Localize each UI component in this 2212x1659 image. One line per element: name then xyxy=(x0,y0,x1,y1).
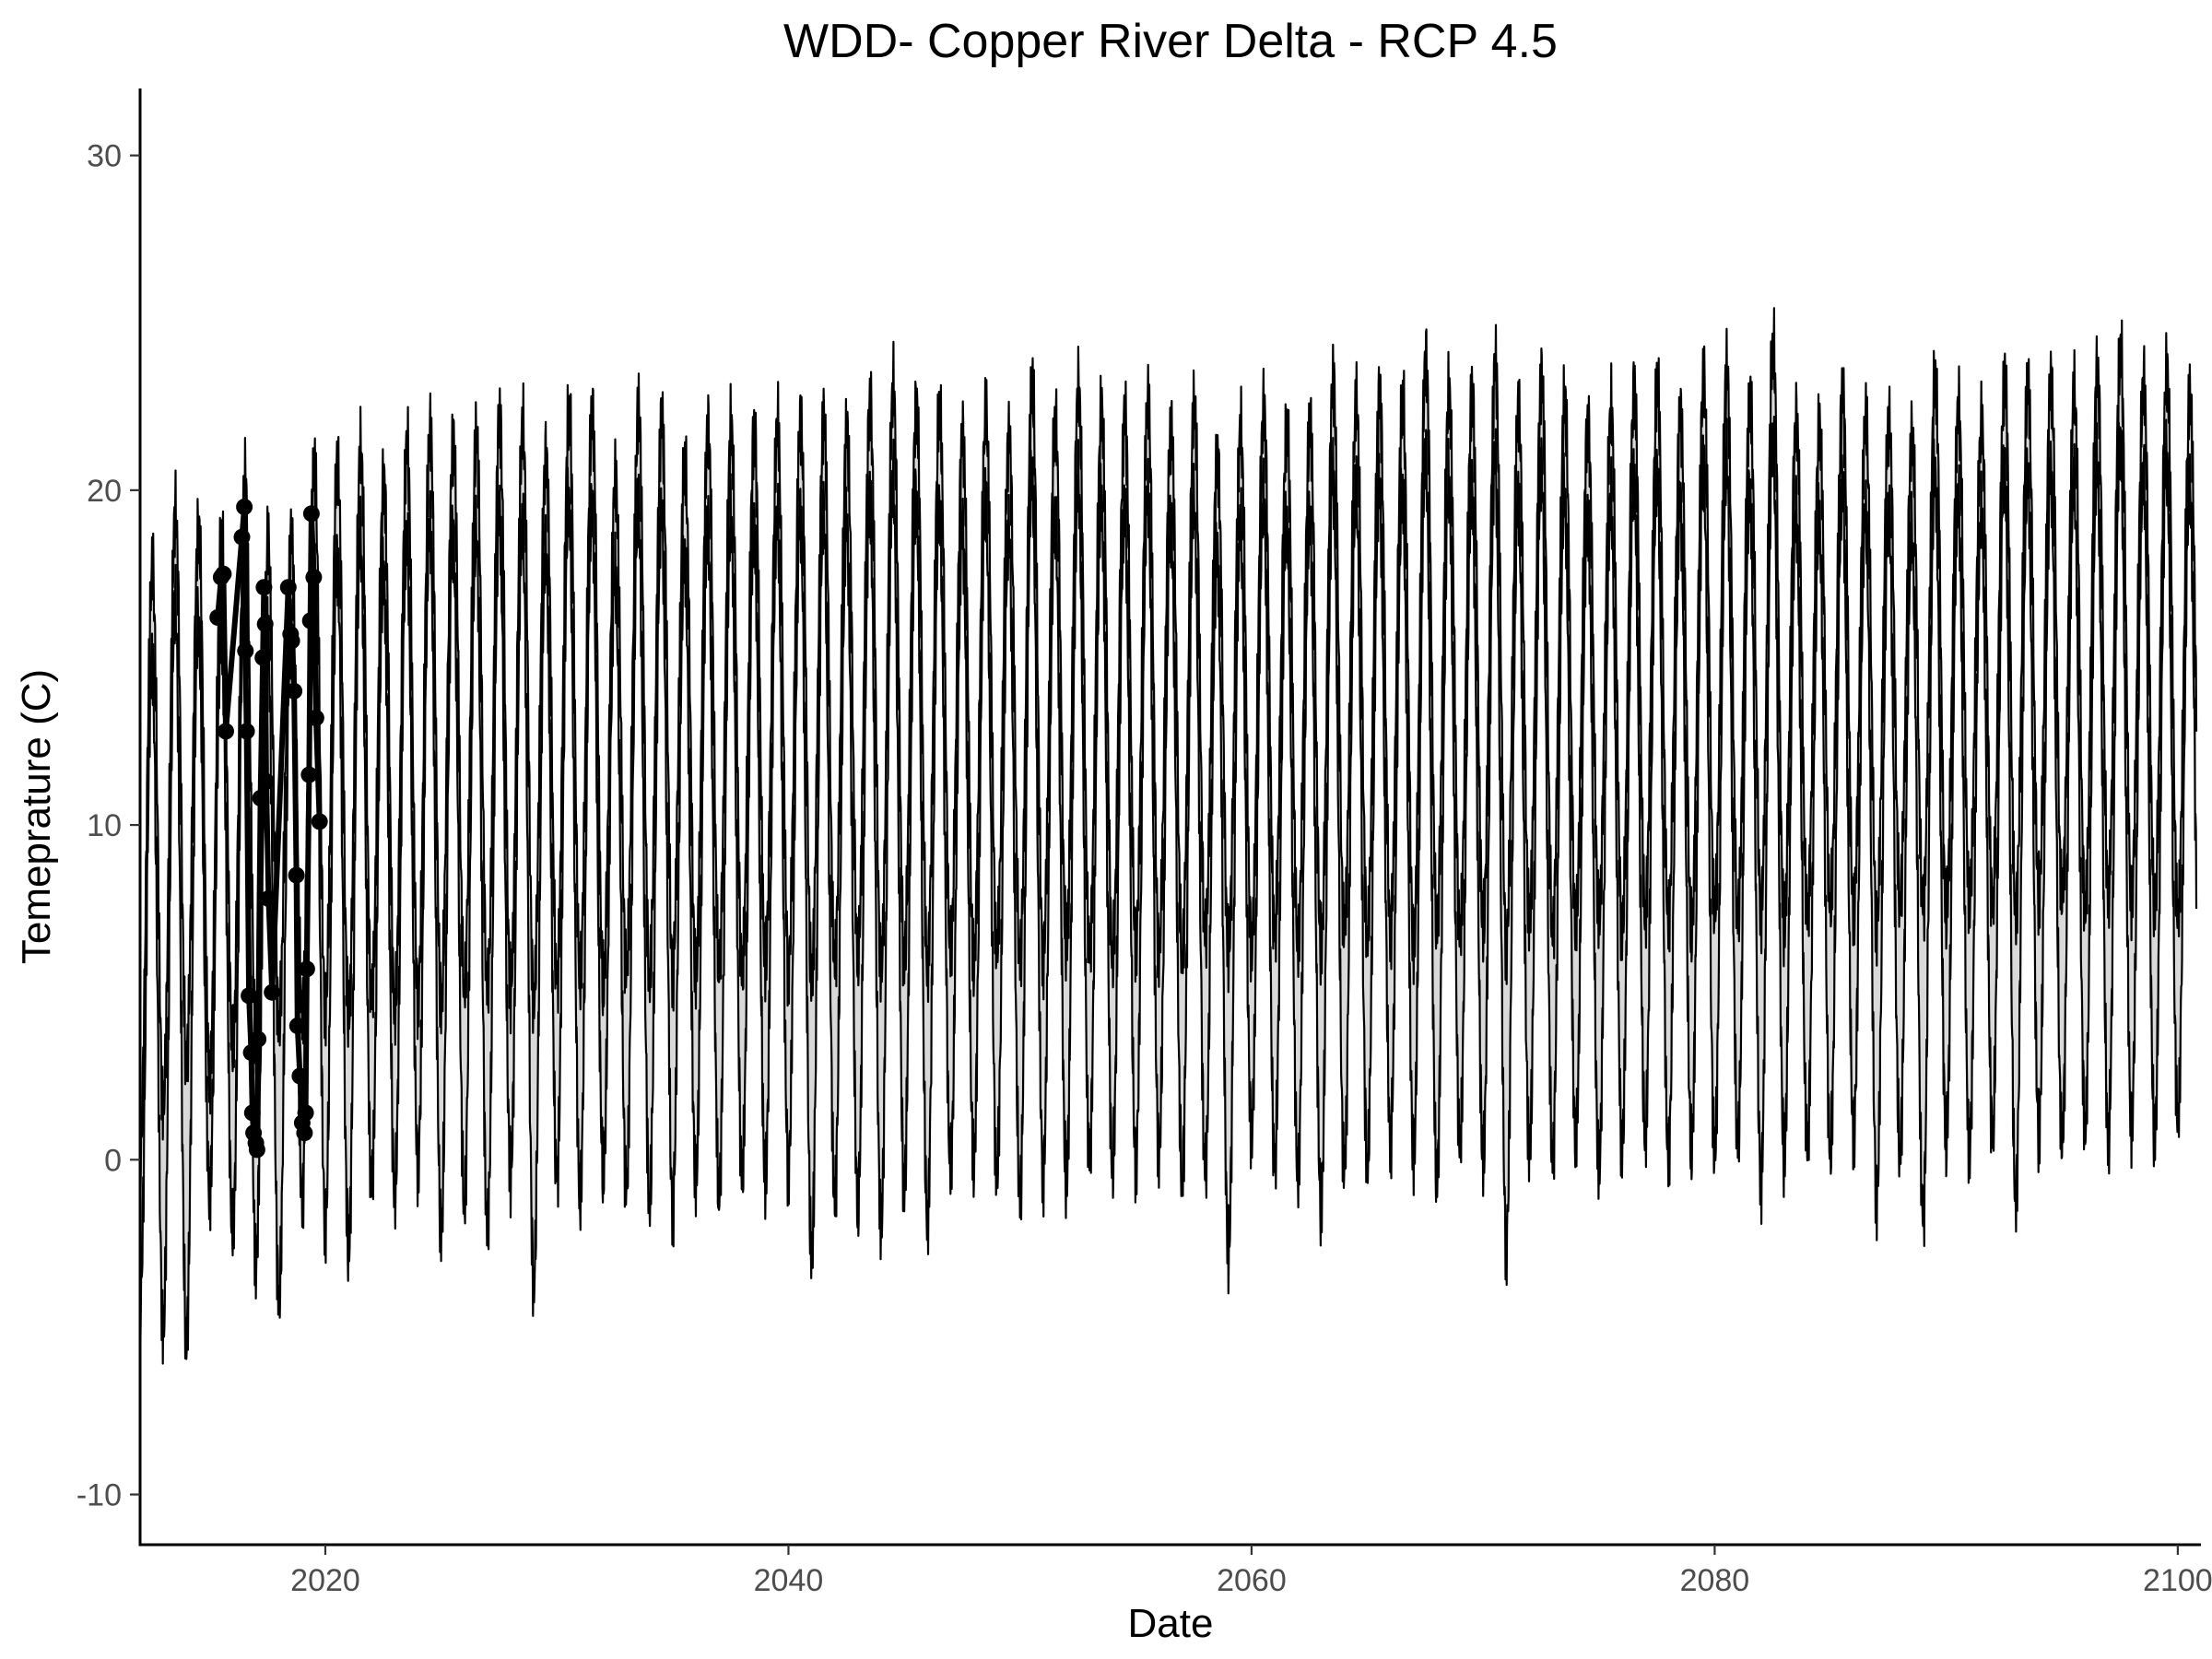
x-tick-label: 2060 xyxy=(1217,1563,1287,1598)
observed-point xyxy=(300,766,318,783)
observed-point xyxy=(302,505,320,523)
projection-upper-line xyxy=(138,307,2198,1197)
observed-point xyxy=(264,983,281,1001)
observed-point xyxy=(238,723,255,740)
observed-points xyxy=(209,499,328,1159)
observed-point xyxy=(296,1124,313,1142)
observed-point xyxy=(242,1044,260,1062)
observed-point xyxy=(237,642,254,660)
observed-point xyxy=(248,1141,265,1159)
observed-point xyxy=(241,987,258,1005)
observed-point xyxy=(255,579,273,596)
x-tick-label: 2040 xyxy=(754,1563,824,1598)
observed-point xyxy=(298,960,315,978)
x-tick-label: 2080 xyxy=(1680,1563,1750,1598)
observed-point xyxy=(286,682,303,700)
y-tick-label: 20 xyxy=(87,474,122,509)
x-axis-ticks: 2020 2040 2060 2080 2100 xyxy=(290,1545,2212,1598)
observed-point xyxy=(252,790,269,806)
x-tick-label: 2100 xyxy=(2143,1563,2212,1598)
observed-point xyxy=(288,1018,306,1034)
observed-point xyxy=(233,528,251,546)
chart-title: WDD- Copper River Delta - RCP 4.5 xyxy=(783,15,1558,68)
x-axis-title: Date xyxy=(1128,1601,1214,1646)
observed-point xyxy=(291,1067,309,1085)
y-tick-label: 30 xyxy=(87,139,122,174)
observed-point xyxy=(260,890,277,907)
y-tick-label: -10 xyxy=(76,1478,122,1513)
observed-point xyxy=(218,723,234,740)
projection-lower-line xyxy=(138,415,2198,1365)
observed-point xyxy=(215,565,232,582)
y-axis-title: Temeprature (C) xyxy=(14,669,59,964)
observed-point xyxy=(250,1030,267,1048)
observed-point xyxy=(307,709,324,726)
observed-point xyxy=(236,499,253,515)
observed-point xyxy=(305,569,323,586)
x-tick-label: 2020 xyxy=(290,1563,360,1598)
observed-point xyxy=(254,649,272,666)
y-axis-ticks: -10 0 10 20 30 xyxy=(76,139,140,1513)
observed-point xyxy=(311,813,328,830)
observed-point xyxy=(256,616,274,633)
plot-area xyxy=(138,307,2198,1365)
observed-point xyxy=(301,612,319,629)
y-tick-label: 10 xyxy=(87,808,122,843)
observed-point xyxy=(279,579,297,596)
observed-point xyxy=(257,772,275,790)
observed-point xyxy=(283,632,300,650)
observed-point xyxy=(288,866,305,884)
y-tick-label: 0 xyxy=(104,1143,122,1178)
observed-point xyxy=(243,1104,261,1122)
observed-point xyxy=(209,608,227,626)
observed-point xyxy=(297,1104,314,1122)
